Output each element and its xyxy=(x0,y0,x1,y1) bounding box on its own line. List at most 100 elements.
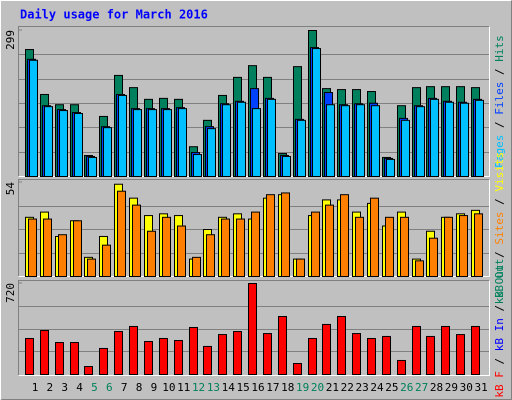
x-tick-label: 21 xyxy=(326,381,339,394)
x-tick-label: 12 xyxy=(192,381,205,394)
x-tick-label: 16 xyxy=(251,381,264,394)
bar xyxy=(471,325,480,376)
x-tick-label: 3 xyxy=(61,381,68,394)
bar xyxy=(382,335,391,375)
bar xyxy=(133,109,142,177)
bar xyxy=(341,105,350,177)
x-tick-label: 18 xyxy=(281,381,294,394)
legend: kB Out / Sites / Visits xyxy=(493,152,506,304)
bar xyxy=(444,216,453,278)
bar xyxy=(163,109,172,177)
bar xyxy=(162,216,171,278)
bar xyxy=(203,345,212,376)
bar xyxy=(70,342,79,376)
x-tick-label: 19 xyxy=(296,381,309,394)
x-tick-label: 22 xyxy=(341,381,354,394)
x-tick-label: 17 xyxy=(266,381,279,394)
bar xyxy=(144,341,153,376)
bar xyxy=(367,337,376,375)
y-tick-label: 720 xyxy=(4,283,17,303)
bevel xyxy=(18,280,490,376)
bar xyxy=(118,94,127,177)
y-tick-label: 54 xyxy=(4,182,17,196)
bar xyxy=(474,213,483,277)
bar xyxy=(148,109,157,177)
x-tick-label: 31 xyxy=(474,381,487,394)
bar xyxy=(129,325,138,376)
bar xyxy=(73,220,82,277)
bar xyxy=(222,104,231,177)
bar xyxy=(297,119,306,177)
bar xyxy=(400,216,409,278)
x-tick-label: 30 xyxy=(460,381,473,394)
bevel xyxy=(18,280,490,376)
legend: kB F / kB In / kB Out xyxy=(493,258,506,397)
legend-entry: kB Out xyxy=(493,264,506,304)
bar xyxy=(248,283,257,375)
bar xyxy=(178,108,187,177)
bar xyxy=(459,215,468,278)
bar xyxy=(429,237,438,277)
bar xyxy=(401,119,410,177)
bar xyxy=(322,323,331,376)
bar xyxy=(25,337,34,375)
bar xyxy=(74,113,83,177)
bar xyxy=(221,218,230,277)
bar xyxy=(282,155,291,178)
bar xyxy=(252,108,261,177)
bar xyxy=(132,204,141,277)
bar xyxy=(475,99,484,177)
bar xyxy=(441,325,450,376)
legend-separator: / xyxy=(493,192,506,212)
bar xyxy=(356,104,365,177)
bar xyxy=(397,359,406,375)
bar xyxy=(87,258,96,277)
x-tick-label: 24 xyxy=(370,381,384,394)
bar xyxy=(312,48,321,178)
bar xyxy=(40,330,49,375)
x-tick-label: 13 xyxy=(207,381,220,394)
x-tick-label: 25 xyxy=(385,381,398,394)
bar xyxy=(337,315,346,375)
bar xyxy=(267,98,276,177)
bar xyxy=(117,190,126,277)
legend-entry: Hits xyxy=(493,35,506,62)
bar xyxy=(325,204,334,277)
bar xyxy=(340,194,349,277)
bar xyxy=(416,106,425,177)
legend-separator: / xyxy=(493,62,506,82)
bar xyxy=(55,342,64,376)
bar xyxy=(147,230,156,277)
bar xyxy=(99,347,108,376)
bar xyxy=(84,366,93,376)
x-tick-label: 4 xyxy=(76,381,83,394)
bar xyxy=(28,218,37,277)
legend-entry: kB F xyxy=(493,371,506,398)
x-tick-label: 7 xyxy=(121,381,128,394)
bar xyxy=(177,225,186,278)
bar xyxy=(236,218,245,277)
bar xyxy=(460,102,469,177)
bar xyxy=(385,216,394,278)
x-tick-label: 28 xyxy=(430,381,443,394)
x-tick-label: 10 xyxy=(162,381,175,394)
bar xyxy=(263,333,272,375)
x-tick-label: 9 xyxy=(151,381,158,394)
bar xyxy=(114,331,123,375)
bar xyxy=(371,105,380,177)
x-tick-label: 1 xyxy=(32,381,39,394)
bar xyxy=(159,337,168,375)
bar xyxy=(59,110,68,177)
bar xyxy=(43,218,52,277)
bar xyxy=(233,331,242,375)
bar xyxy=(412,325,421,376)
x-tick-label: 23 xyxy=(356,381,369,394)
bar xyxy=(88,156,97,178)
x-tick-label: 26 xyxy=(400,381,413,394)
bar xyxy=(193,154,202,177)
bar xyxy=(456,334,465,375)
y-tick-label: 299 xyxy=(4,30,17,50)
